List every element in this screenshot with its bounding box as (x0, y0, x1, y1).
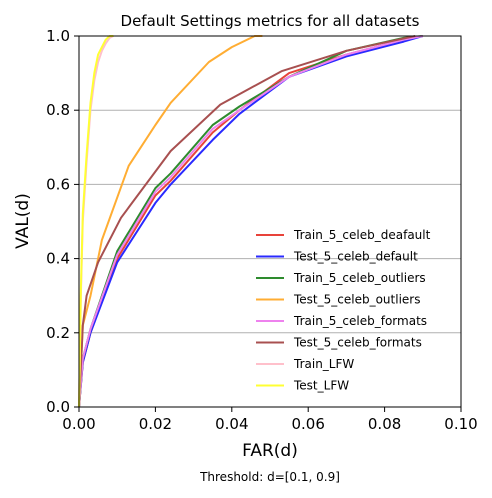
series-line-Train_5_celeb_outliers (78, 35, 423, 408)
y-tick-label-4: 0.8 (46, 101, 70, 119)
y-tick-label-1: 0.2 (46, 324, 70, 342)
series-line-Test_5_celeb_outliers (78, 35, 263, 408)
chart-title: Default Settings metrics for all dataset… (121, 12, 420, 30)
x-axis-label: FAR(d) (242, 441, 298, 461)
x-tick-label-3: 0.06 (291, 415, 324, 433)
y-tick-label-3: 0.6 (46, 175, 70, 193)
series-line-Test_5_celeb_formats (78, 35, 416, 408)
plot-frame (78, 35, 462, 408)
legend-label-7: Test_LFW (293, 379, 349, 393)
y-tick-label-5: 1.0 (46, 27, 70, 45)
legend-label-6: Train_LFW (293, 357, 354, 371)
series-line-Test_LFW (78, 35, 114, 408)
x-tick-label-1: 0.02 (139, 415, 172, 433)
series-line-Test_5_celeb_default (78, 35, 424, 408)
axes (78, 35, 462, 408)
legend-label-4: Train_5_celeb_formats (293, 314, 427, 328)
caption: Threshold: d=[0.1, 0.9] (199, 470, 340, 484)
series-line-Train_5_celeb_deafault (78, 35, 423, 408)
series-line-Train_5_celeb_formats (78, 35, 423, 408)
y-axis-label: VAL(d) (13, 193, 33, 249)
legend-label-5: Test_5_celeb_formats (293, 336, 422, 350)
y-tick-label-0: 0.0 (46, 398, 70, 416)
x-tick-label-5: 0.10 (444, 415, 477, 433)
x-tick-label-4: 0.08 (368, 415, 401, 433)
ticks: 0.00 0.02 0.04 0.06 0.08 0.10 0.0 0.2 0.4 0.6 0.8 1… (46, 27, 478, 433)
legend-label-2: Train_5_celeb_outliers (293, 271, 426, 285)
x-tick-label-2: 0.04 (215, 415, 248, 433)
legend-label-3: Test_5_celeb_outliers (293, 293, 420, 307)
series-layer (78, 35, 424, 408)
legend: Train_5_celeb_deafault Test_5_celeb_defau… (256, 228, 431, 393)
legend-label-1: Test_5_celeb_default (293, 250, 418, 264)
legend-label-0: Train_5_celeb_deafault (293, 228, 431, 242)
x-tick-label-0: 0.00 (62, 415, 95, 433)
y-tick-label-2: 0.4 (46, 250, 70, 268)
